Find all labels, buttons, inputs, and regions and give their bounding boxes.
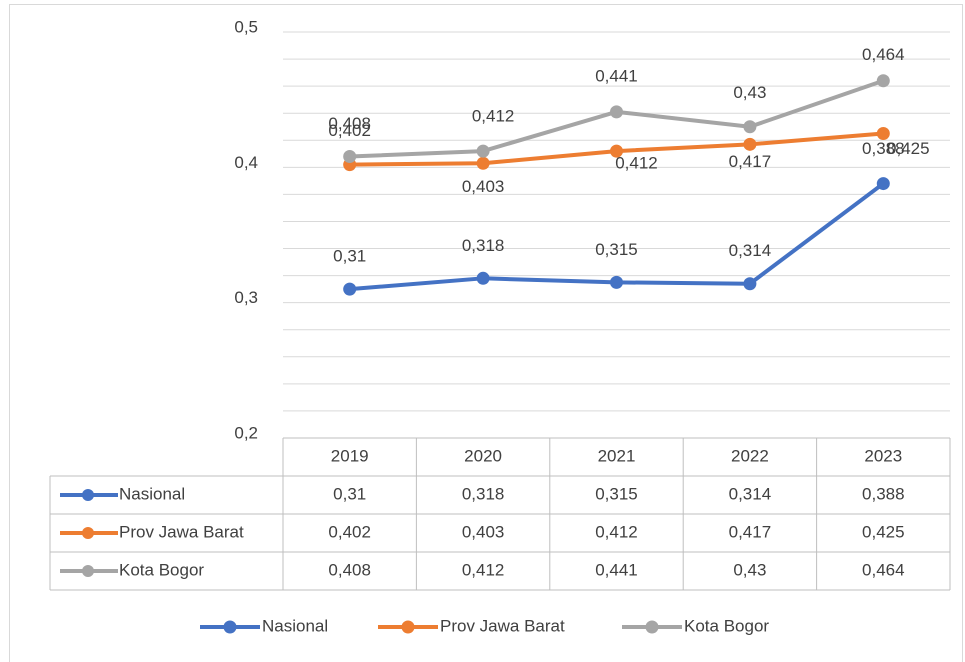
data-label: 0,31 (333, 247, 366, 266)
series-line (349, 181, 885, 292)
legend-label: Nasional (262, 616, 328, 635)
data-label: 0,412 (472, 107, 515, 126)
legend-key (401, 620, 415, 634)
y-tick-label: 0,3 (234, 288, 258, 307)
data-label: 0,43 (733, 83, 766, 102)
x-tick-label: 2022 (731, 446, 769, 465)
table-cell: 0,412 (595, 522, 638, 541)
data-label: 0,441 (595, 66, 638, 85)
data-label: 0,388 (862, 139, 905, 158)
x-tick-label: 2020 (464, 446, 502, 465)
legend-label: Prov Jawa Barat (440, 616, 565, 635)
table-cell: 0,403 (462, 522, 505, 541)
table-cell: 0,412 (462, 560, 505, 579)
data-point (343, 282, 357, 296)
table-cell: 0,417 (729, 522, 772, 541)
data-point (743, 120, 757, 134)
table-cell: 0,408 (328, 560, 371, 579)
y-tick-label: 0,5 (234, 17, 258, 36)
data-label: 0,408 (328, 114, 371, 133)
table-cell: 0,31 (333, 484, 366, 503)
y-tick-label: 0,2 (234, 423, 258, 442)
x-tick-label: 2023 (864, 446, 902, 465)
y-tick-label: 0,4 (234, 153, 258, 172)
data-point (610, 105, 623, 119)
data-label: 0,315 (595, 240, 638, 259)
data-label: 0,403 (462, 177, 505, 196)
table-legend-key (82, 565, 94, 577)
x-tick-label: 2019 (331, 446, 369, 465)
data-point (743, 137, 757, 151)
data-point (876, 74, 890, 88)
data-label: 0,464 (862, 45, 905, 64)
data-point (876, 127, 890, 140)
table-cell: 0,388 (862, 484, 905, 503)
table-cell: 0,318 (462, 484, 505, 503)
table-cell: 0,425 (862, 522, 905, 541)
data-label: 0,318 (462, 236, 505, 255)
table-series-name: Kota Bogor (119, 560, 204, 579)
legend-key (645, 620, 659, 634)
data-point (876, 177, 890, 191)
data-label: 0,314 (729, 241, 772, 260)
chart-frame (9, 4, 963, 662)
table-legend-key (82, 489, 94, 501)
table-series-name: Nasional (119, 484, 185, 503)
table-cell: 0,464 (862, 560, 905, 579)
legend-key (223, 620, 237, 634)
legend-label: Kota Bogor (684, 616, 769, 635)
data-point (610, 144, 623, 158)
table-cell: 0,314 (729, 484, 772, 503)
data-point (476, 271, 490, 285)
table-cell: 0,43 (733, 560, 766, 579)
data-label: 0,425 (887, 139, 930, 158)
data-label: 0,417 (729, 152, 772, 171)
data-point (343, 150, 357, 164)
data-label: 0,402 (328, 121, 371, 140)
table-cell: 0,315 (595, 484, 638, 503)
table-legend-key (82, 527, 94, 539)
data-label: 0,412 (615, 154, 658, 173)
table-series-name: Prov Jawa Barat (119, 522, 244, 541)
data-point (476, 144, 490, 158)
table-cell: 0,402 (328, 522, 371, 541)
table-cell: 0,441 (595, 560, 638, 579)
x-tick-label: 2021 (598, 446, 636, 465)
data-point (743, 277, 757, 291)
data-point (476, 156, 490, 170)
data-point (610, 275, 623, 289)
